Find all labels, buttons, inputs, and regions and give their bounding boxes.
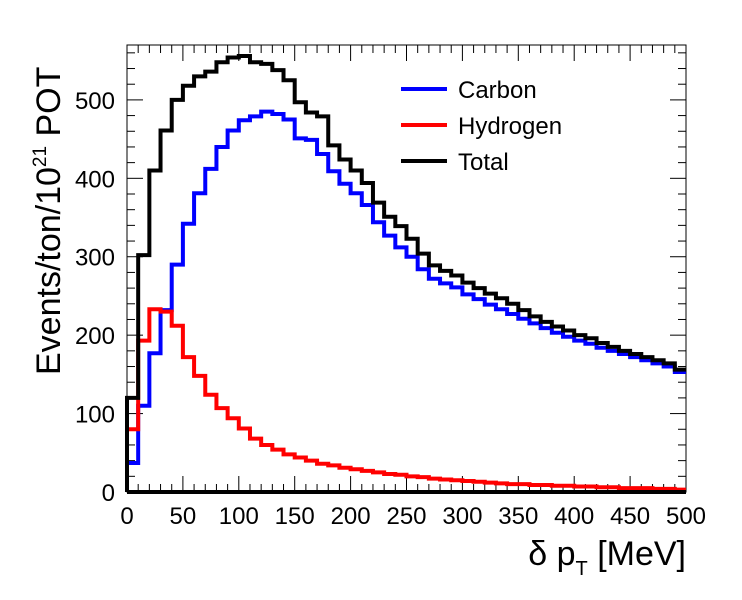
legend-label-carbon: Carbon [458,77,537,104]
x-tick-label: 100 [219,503,259,530]
x-tick-label: 300 [442,503,482,530]
y-tick-label: 300 [75,245,115,272]
x-axis-title-symbol: δ p [528,535,575,573]
x-axis-title-unit: [MeV] [588,535,686,573]
x-tick-label: 150 [275,503,315,530]
x-tick-label: 450 [610,503,650,530]
minor-ticks [127,45,686,492]
x-tick-label: 50 [170,503,197,530]
y-tick-label: 100 [75,402,115,429]
x-tick-label: 500 [666,503,706,530]
x-tick-labels: 0 50 100 150 200 250 300 350 400 450 500 [120,503,706,530]
series-hydrogen-line [125,307,686,492]
y-axis-title-superscript: 21 [30,146,51,167]
y-tick-label: 0 [102,480,115,507]
legend-label-total: Total [458,149,509,176]
legend-label-hydrogen: Hydrogen [458,113,562,140]
y-tick-label: 200 [75,323,115,350]
legend: Carbon Hydrogen Total [401,77,562,176]
x-tick-label: 250 [386,503,426,530]
plot-frame [126,44,687,493]
y-tick-labels: 0 100 200 300 400 500 [75,88,115,507]
series-total-line [125,53,686,492]
y-axis-title: Events/ton/1021 POT [30,67,68,375]
x-tick-label: 400 [554,503,594,530]
y-tick-label: 400 [75,166,115,193]
series-carbon-line [125,109,686,492]
x-tick-label: 0 [120,503,133,530]
x-axis-title: δ pT [MeV] [528,535,686,580]
x-tick-label: 350 [498,503,538,530]
y-axis-title-base: Events/ton/10 [30,167,68,375]
major-ticks [126,45,687,493]
x-tick-label: 200 [331,503,371,530]
y-axis-title-suffix: POT [30,67,68,146]
y-tick-label: 500 [75,88,115,115]
series-layer [125,53,686,494]
x-axis-title-subscript: T [576,558,588,580]
